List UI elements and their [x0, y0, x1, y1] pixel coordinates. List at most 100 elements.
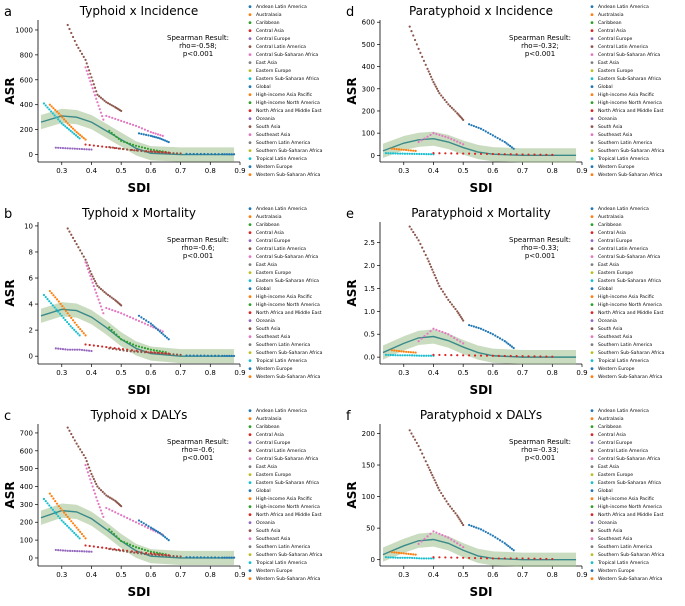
point-south-asia [438, 285, 441, 288]
point-south-asia [450, 106, 453, 109]
point-south-asia [445, 296, 448, 299]
point-southeast-asia [429, 532, 432, 535]
point-eastern-sub-saharan-africa [51, 112, 54, 115]
panel-letter: e [346, 207, 354, 222]
legend-marker [590, 417, 594, 420]
point-western-sub-saharan-africa [71, 319, 75, 322]
y-tick-label: 2.0 [364, 262, 375, 270]
spearman-rho: rho=-0.33; [521, 446, 559, 454]
legend-label: Australasia [598, 12, 624, 18]
point-south-asia [428, 263, 432, 266]
point-southeast-asia [105, 114, 108, 118]
point-eastern-sub-saharan-africa [69, 325, 72, 328]
point-caribbean [143, 146, 147, 150]
legend-label: Southern Sub-Saharan Africa [256, 350, 323, 356]
legend-label: Andean Latin America [256, 206, 307, 212]
legend-marker [248, 45, 252, 48]
legend-label: East Asia [256, 464, 277, 470]
point-western-europe [223, 556, 226, 559]
legend-marker [248, 351, 252, 354]
point-western-sub-saharan-africa [70, 520, 73, 523]
point-south-asia [412, 435, 415, 438]
point-andean-latin-america [155, 529, 158, 532]
point-western-europe [196, 152, 199, 156]
point-north-africa-and-middle-east [456, 354, 459, 357]
legend-label: Caribbean [256, 222, 280, 228]
point-eastern-sub-saharan-africa [427, 153, 430, 156]
x-tick-label: 0.5 [116, 369, 127, 377]
legend-marker [248, 263, 252, 266]
legend-marker [590, 375, 594, 378]
point-andean-latin-america [140, 132, 143, 135]
legend-marker [590, 505, 594, 508]
x-tick-label: 0.9 [576, 167, 587, 175]
legend-marker [590, 239, 594, 242]
point-eastern-sub-saharan-africa [425, 354, 428, 357]
legend-marker [248, 311, 252, 314]
point-eastern-sub-saharan-africa [53, 306, 56, 309]
point-southeast-asia [426, 332, 429, 335]
point-western-sub-saharan-africa [54, 108, 57, 112]
point-central-latin-america [179, 555, 182, 558]
point-western-sub-saharan-africa [407, 149, 410, 152]
point-north-africa-and-middle-east [96, 344, 100, 348]
legend-label: Southern Latin America [598, 140, 652, 146]
point-south-asia [437, 89, 440, 93]
point-central-latin-america [133, 149, 136, 152]
point-south-asia [431, 78, 434, 81]
point-western-sub-saharan-africa [63, 511, 66, 514]
point-southeast-asia [456, 338, 459, 341]
point-central-sub-saharan-africa [99, 111, 103, 114]
legend-label: South Asia [598, 124, 623, 130]
spearman-title: Spearman Result: [167, 34, 229, 42]
point-eastern-sub-saharan-africa [391, 354, 395, 357]
point-western-europe [192, 556, 195, 559]
point-eastern-sub-saharan-africa [69, 129, 72, 132]
point-south-asia [454, 512, 457, 515]
point-western-europe [188, 556, 192, 559]
legend-marker [248, 417, 252, 420]
point-central-sub-saharan-africa [97, 502, 100, 506]
point-western-sub-saharan-africa [390, 349, 393, 352]
point-south-asia [440, 287, 443, 290]
point-western-sub-saharan-africa [414, 351, 417, 354]
legend-marker [248, 117, 252, 120]
point-north-africa-and-middle-east [96, 545, 100, 549]
point-south-asia [441, 290, 445, 293]
point-eastern-sub-saharan-africa [66, 320, 69, 324]
legend-label: Tropical Latin America [597, 358, 649, 364]
y-tick-label: 50 [366, 525, 375, 533]
point-central-latin-america [168, 151, 171, 155]
point-western-europe [213, 153, 217, 156]
point-south-asia [93, 280, 97, 283]
legend-label: Southeast Asia [598, 132, 632, 138]
point-south-asia [73, 439, 76, 442]
point-western-sub-saharan-africa [50, 292, 53, 295]
legend-label: Central Asia [256, 28, 284, 34]
x-tick-label: 0.6 [145, 369, 157, 377]
point-eastern-sub-saharan-africa [60, 314, 63, 317]
point-andean-latin-america [496, 335, 499, 339]
point-western-sub-saharan-africa [48, 492, 51, 495]
legend-marker [248, 303, 252, 306]
point-eastern-sub-saharan-africa [78, 537, 81, 540]
legend-marker [248, 513, 252, 516]
point-eastern-sub-saharan-africa [58, 312, 62, 315]
y-tick-label: 400 [20, 483, 33, 491]
point-western-sub-saharan-africa [412, 149, 415, 152]
point-western-sub-saharan-africa [407, 350, 410, 354]
point-southeast-asia [456, 542, 459, 545]
point-andean-latin-america [479, 327, 483, 330]
point-central-latin-america [158, 352, 161, 355]
point-eastern-sub-saharan-africa [51, 304, 54, 307]
point-oceania [54, 347, 57, 350]
point-north-africa-and-middle-east [485, 354, 489, 357]
point-oceania [61, 549, 65, 552]
legend-marker [590, 125, 594, 128]
point-southeast-asia [123, 120, 126, 123]
y-tick-label: 200 [362, 430, 375, 438]
point-north-africa-and-middle-east [92, 344, 95, 347]
point-western-sub-saharan-africa [84, 334, 87, 337]
point-oceania [68, 348, 72, 351]
point-oceania [90, 148, 93, 151]
